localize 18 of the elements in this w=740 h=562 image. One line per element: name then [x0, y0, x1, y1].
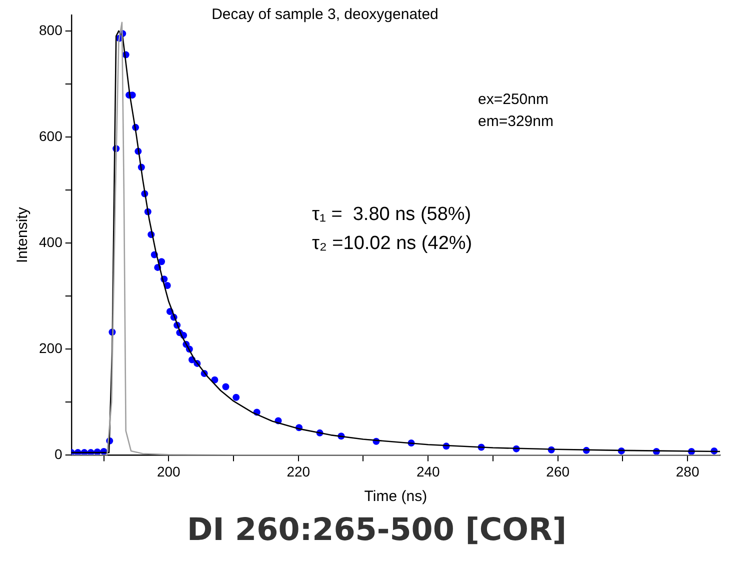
y-tick-label: 400 — [39, 234, 63, 250]
x-tick-label: 220 — [286, 463, 310, 480]
chart-title: Decay of sample 3, deoxygenated — [212, 6, 438, 24]
x-tick-label: 280 — [676, 463, 700, 480]
annotation: em=329nm — [478, 113, 554, 130]
x-tick-label: 240 — [416, 463, 440, 480]
text: DI 260:265-500 [COR] — [186, 512, 568, 548]
x-axis-title: Time (ns) — [364, 488, 428, 506]
y-axis-title: Intensity — [14, 206, 32, 264]
annotation: ex=250nm — [478, 91, 548, 108]
y-tick-label: 200 — [39, 340, 63, 356]
annotation: τ₁ = 3.80 ns (58%) — [312, 204, 472, 226]
x-tick-label: 200 — [156, 463, 181, 480]
x-tick-label: 260 — [546, 463, 570, 480]
y-tick-label: 800 — [39, 22, 63, 38]
y-tick-label: 0 — [54, 446, 63, 462]
annotation: τ₂ =10.02 ns (42%) — [312, 233, 472, 254]
y-tick-label: 600 — [39, 128, 63, 144]
